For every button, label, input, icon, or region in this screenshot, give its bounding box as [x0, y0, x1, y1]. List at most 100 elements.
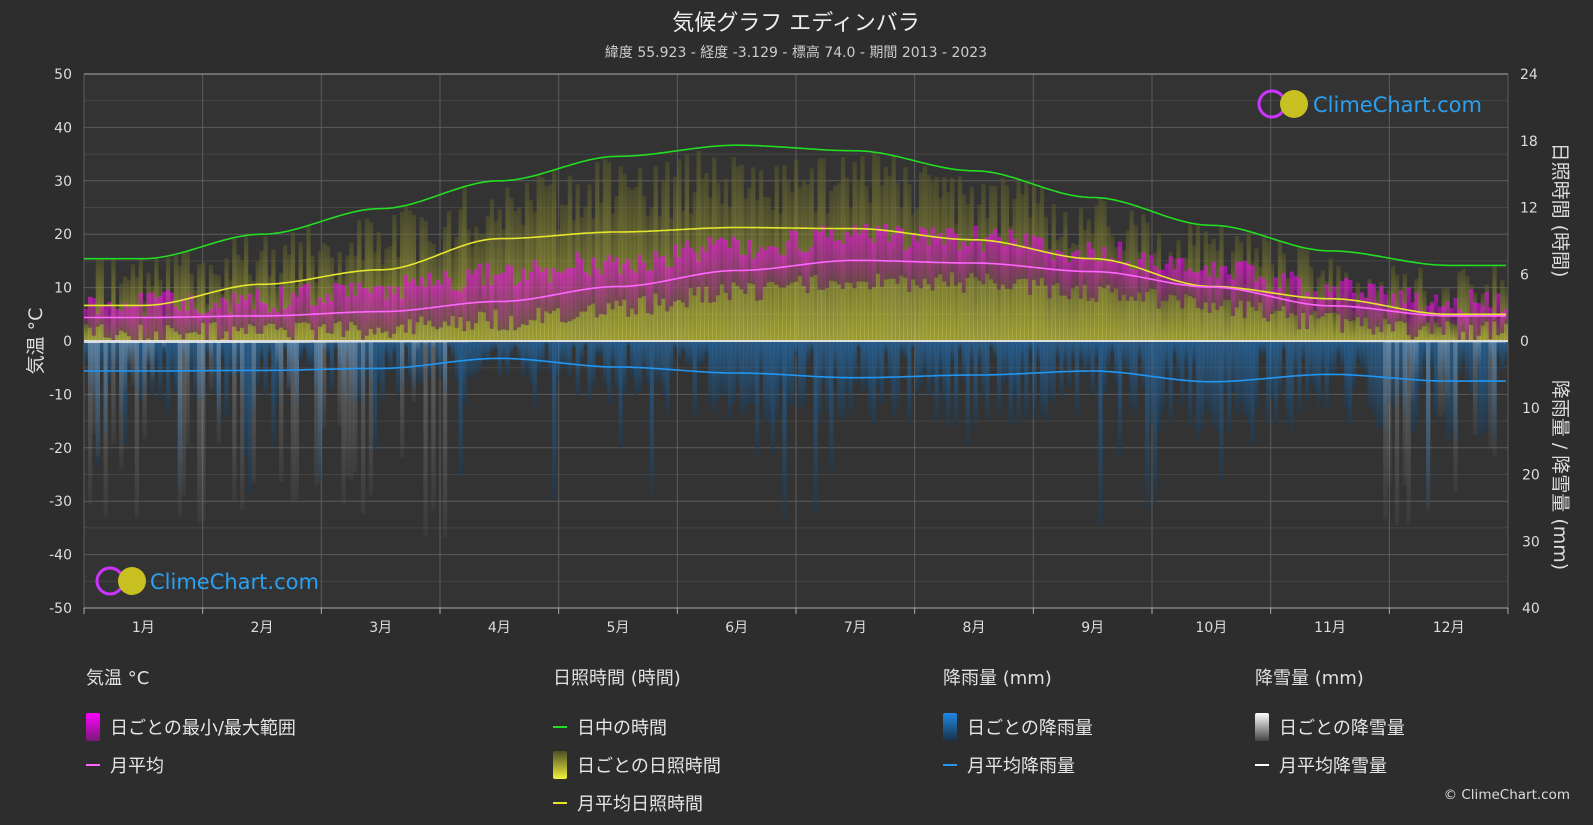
temperature-range-bar — [852, 225, 857, 289]
rain-daily-bar — [1238, 341, 1244, 405]
temperature-range-bar — [1285, 296, 1290, 318]
temperature-range-bar — [1328, 291, 1333, 314]
rain-daily-bar — [1285, 341, 1290, 424]
temperature-range-bar — [1504, 308, 1508, 324]
rain-daily-bar — [875, 341, 881, 386]
sunshine-daily-bar — [181, 252, 186, 341]
temperature-range-bar — [723, 239, 729, 293]
temperature-range-bar — [345, 296, 350, 331]
temperature-range-bar — [310, 305, 315, 330]
temperature-range-bar — [474, 270, 479, 324]
sunshine-daily-bar — [606, 162, 612, 341]
temperature-range-bar — [903, 250, 908, 278]
temperature-range-bar — [1476, 303, 1482, 336]
rain-daily-bar — [462, 341, 467, 404]
right-bottom-tick-label: 30 — [1522, 534, 1540, 550]
rain-daily-bar — [993, 341, 998, 359]
rain-daily-bar — [220, 341, 225, 359]
temperature-range-bar — [263, 303, 268, 326]
rain-daily-bar — [1371, 341, 1376, 414]
temperature-range-bar — [1047, 250, 1052, 299]
rain-daily-bar — [154, 341, 159, 367]
rain-daily-bar — [1289, 341, 1294, 432]
rain-daily-bar — [263, 341, 268, 395]
temperature-range-bar — [154, 298, 159, 332]
sunshine-daily-bar — [306, 225, 311, 341]
temperature-range-bar — [1160, 269, 1166, 301]
legend-label: 日ごとの最小/最大範囲 — [110, 718, 296, 739]
temperature-range-bar — [220, 297, 225, 339]
sunshine-daily-bar — [228, 279, 233, 341]
logo-sun-icon — [1280, 90, 1308, 118]
rain-daily-bar — [801, 341, 807, 404]
rain-daily-bar — [1203, 341, 1208, 409]
snow-daily-bar — [87, 341, 93, 505]
snow-daily-bar — [345, 341, 350, 477]
temperature-range-bar — [1168, 256, 1173, 295]
rain-daily-bar — [1145, 341, 1150, 508]
temperature-range-bar — [1172, 269, 1177, 296]
temperature-range-bar — [1390, 293, 1396, 332]
temperature-range-bar — [524, 279, 530, 326]
rain-daily-bar — [123, 341, 128, 445]
sunshine-daily-bar — [634, 187, 639, 341]
sunshine-daily-bar — [1113, 247, 1119, 341]
rain-daily-bar — [1164, 341, 1169, 375]
rain-daily-bar — [1414, 341, 1419, 425]
snow-daily-bar — [279, 341, 284, 482]
temperature-range-bar — [579, 258, 584, 312]
temperature-range-bar — [360, 288, 366, 340]
rain-daily-bar — [786, 341, 791, 404]
temperature-range-bar — [1078, 258, 1084, 299]
temperature-range-bar — [1410, 302, 1415, 340]
left-tick-label: -30 — [49, 494, 72, 510]
rain-daily-bar — [840, 341, 846, 419]
rain-daily-bar — [684, 341, 690, 365]
rain-daily-bar — [1024, 341, 1029, 417]
left-tick-label: 50 — [54, 67, 72, 83]
temperature-range-bar — [653, 251, 658, 294]
sunshine-daily-bar — [1312, 301, 1318, 341]
sunshine-daily-bar — [236, 254, 241, 341]
legend-heading-snow: 降雪量 (mm) — [1255, 668, 1364, 689]
rain-daily-bar — [942, 341, 947, 402]
rain-daily-bar — [891, 341, 896, 417]
rain-daily-bar — [688, 341, 694, 366]
temperature-range-bar — [232, 292, 237, 327]
rain-daily-bar — [493, 341, 498, 350]
rain-daily-bar — [922, 341, 928, 373]
rain-daily-bar — [333, 341, 338, 350]
legend-label: 月平均 — [110, 756, 164, 777]
rain-daily-bar — [1461, 341, 1466, 364]
sunshine-daily-bar — [1184, 257, 1189, 341]
temperature-range-bar — [1383, 294, 1388, 319]
right-bottom-tick-label: 10 — [1522, 401, 1540, 417]
sunshine-daily-bar — [1500, 280, 1505, 341]
temperature-range-bar — [450, 290, 456, 317]
rain-daily-bar — [259, 341, 264, 361]
rain-daily-bar — [918, 341, 924, 387]
rain-daily-bar — [189, 341, 194, 373]
sunshine-daily-bar — [618, 166, 623, 341]
rain-daily-bar — [1055, 341, 1060, 360]
temperature-range-bar — [938, 232, 943, 275]
rain-daily-bar — [1480, 341, 1485, 435]
temperature-range-bar — [497, 274, 502, 331]
month-label: 3月 — [369, 620, 392, 636]
temperature-range-bar — [423, 286, 428, 325]
rain-daily-bar — [727, 341, 733, 420]
rain-daily-bar — [926, 341, 931, 396]
temperature-range-bar — [1445, 301, 1450, 322]
rain-daily-bar — [914, 341, 920, 397]
temperature-range-bar — [1176, 258, 1181, 301]
rain-daily-bar — [1125, 341, 1130, 375]
rain-daily-bar — [1468, 341, 1474, 396]
left-tick-label: 20 — [54, 227, 72, 243]
legend-heading-sunshine: 日照時間 (時間) — [553, 668, 681, 689]
rain-daily-bar — [1141, 341, 1146, 389]
rain-daily-bar — [243, 341, 249, 458]
rain-daily-bar — [723, 341, 729, 398]
temperature-range-bar — [181, 298, 186, 340]
temperature-range-bar — [1000, 246, 1006, 285]
temperature-range-bar — [396, 286, 401, 327]
